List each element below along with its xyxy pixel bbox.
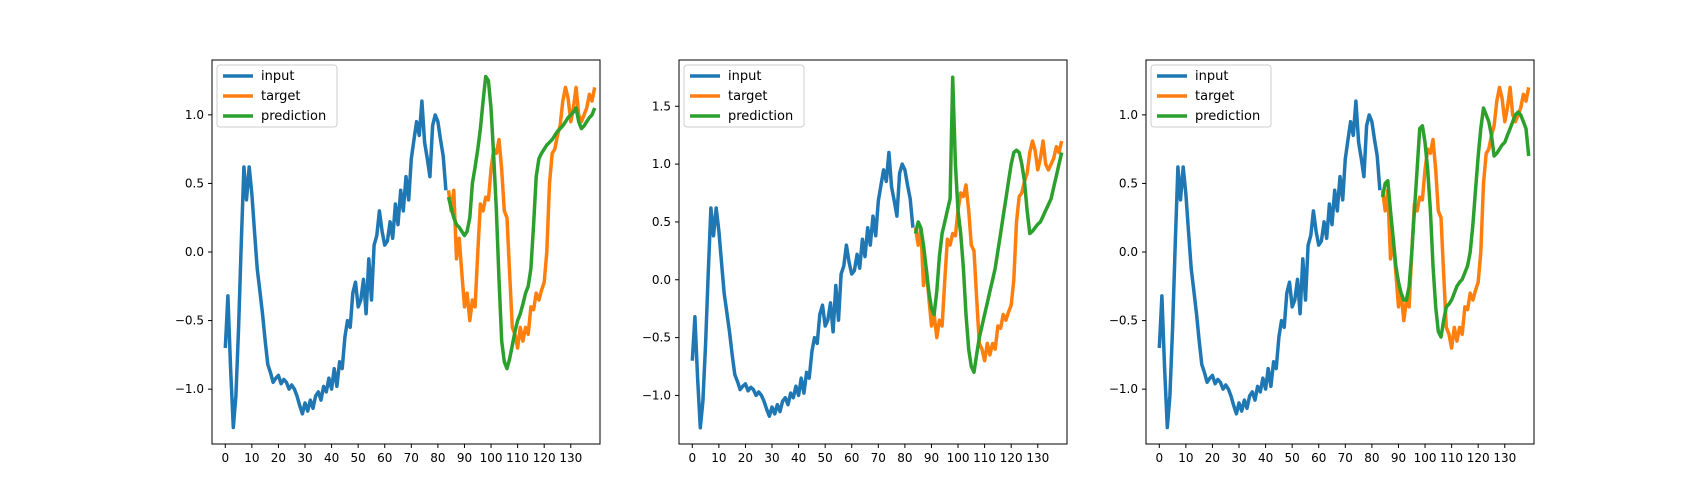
x-tick-label: 0 xyxy=(1155,451,1163,465)
legend-label-target: target xyxy=(728,89,768,104)
series-line-input xyxy=(223,99,448,430)
x-tick-label: 90 xyxy=(924,451,939,465)
x-axis: 0 10 20 30 40 50 60 70 80 90 100 110 120 130 xyxy=(221,444,582,465)
x-tick-label: 60 xyxy=(844,451,859,465)
x-tick-label: 110 xyxy=(506,451,529,465)
x-tick-label: 40 xyxy=(324,451,339,465)
legend-label-prediction: prediction xyxy=(1195,109,1260,124)
x-tick-label: 90 xyxy=(457,451,472,465)
series-line-input xyxy=(690,150,915,430)
y-tick-label: 0.5 xyxy=(185,176,204,190)
x-tick-label: 110 xyxy=(1440,451,1463,465)
x-tick-label: 50 xyxy=(818,451,833,465)
y-tick-label: −1.0 xyxy=(175,382,204,396)
y-axis: −1.0 −0.5 0.0 0.5 1.0 xyxy=(175,108,212,396)
x-tick-label: 130 xyxy=(559,451,582,465)
y-tick-label: 1.0 xyxy=(185,108,204,122)
x-tick-label: 10 xyxy=(711,451,726,465)
x-tick-label: 40 xyxy=(791,451,806,465)
x-tick-label: 20 xyxy=(271,451,286,465)
axes-frame xyxy=(678,59,1068,445)
plot-lines xyxy=(1157,85,1531,430)
x-tick-label: 70 xyxy=(871,451,886,465)
x-tick-label: 10 xyxy=(244,451,259,465)
x-tick-label: 30 xyxy=(764,451,779,465)
y-tick-label: 0.0 xyxy=(185,245,204,259)
x-axis: 0 10 20 30 40 50 60 70 80 90 100 110 120 130 xyxy=(688,444,1049,465)
legend-label-prediction: prediction xyxy=(261,109,326,124)
y-tick-label: −0.5 xyxy=(1109,314,1138,328)
legend-label-input: input xyxy=(728,69,761,84)
x-axis: 0 10 20 30 40 50 60 70 80 90 100 110 120 130 xyxy=(1155,444,1516,465)
y-tick-label: 1.5 xyxy=(652,99,671,113)
x-tick-label: 60 xyxy=(377,451,392,465)
x-tick-label: 80 xyxy=(430,451,445,465)
y-tick-label: −0.5 xyxy=(642,331,671,345)
y-tick-label: 0.5 xyxy=(652,215,671,229)
legend: input target prediction xyxy=(683,64,805,128)
legend-box xyxy=(683,64,805,128)
series-line-prediction xyxy=(913,75,1064,375)
y-tick-label: 0.0 xyxy=(1119,245,1138,259)
y-tick-label: −1.0 xyxy=(642,388,671,402)
plot-lines xyxy=(690,75,1064,430)
x-tick-label: 90 xyxy=(1391,451,1406,465)
x-tick-label: 70 xyxy=(404,451,419,465)
x-tick-label: 30 xyxy=(1231,451,1246,465)
y-tick-label: 1.0 xyxy=(652,157,671,171)
x-tick-label: 70 xyxy=(1338,451,1353,465)
x-tick-label: 80 xyxy=(897,451,912,465)
x-tick-label: 20 xyxy=(738,451,753,465)
y-tick-label: −1.0 xyxy=(1109,382,1138,396)
y-axis: −1.0 −0.5 0.0 0.5 1.0 xyxy=(1109,108,1146,396)
x-tick-label: 130 xyxy=(1026,451,1049,465)
subplot-3: 0 10 20 30 40 50 60 70 80 90 100 110 120 130 −1.0 −0.5… xyxy=(1109,59,1535,465)
x-tick-label: 50 xyxy=(351,451,366,465)
legend-label-target: target xyxy=(261,89,301,104)
y-tick-label: 0.0 xyxy=(652,273,671,287)
subplot-1: 0 10 20 30 40 50 60 70 80 90 100 110 120 130 −1.0 −0.5… xyxy=(175,59,601,465)
y-tick-label: −0.5 xyxy=(175,314,204,328)
x-tick-label: 120 xyxy=(1467,451,1490,465)
legend-box xyxy=(216,64,338,128)
legend-label-prediction: prediction xyxy=(728,109,793,124)
x-tick-label: 80 xyxy=(1364,451,1379,465)
y-tick-label: 0.5 xyxy=(1119,176,1138,190)
series-line-input xyxy=(1157,99,1382,430)
x-tick-label: 120 xyxy=(533,451,556,465)
x-tick-label: 120 xyxy=(1000,451,1023,465)
series-line-prediction xyxy=(446,74,597,371)
x-tick-label: 110 xyxy=(973,451,996,465)
x-tick-label: 20 xyxy=(1205,451,1220,465)
x-tick-label: 130 xyxy=(1493,451,1516,465)
legend-label-input: input xyxy=(1195,69,1228,84)
x-tick-label: 10 xyxy=(1178,451,1193,465)
legend-label-input: input xyxy=(261,69,294,84)
series-line-target xyxy=(913,139,1064,363)
series-line-prediction xyxy=(1380,106,1531,339)
x-tick-label: 40 xyxy=(1258,451,1273,465)
legend: input target prediction xyxy=(1150,64,1272,128)
y-tick-label: 1.0 xyxy=(1119,108,1138,122)
x-tick-label: 0 xyxy=(221,451,229,465)
x-tick-label: 30 xyxy=(297,451,312,465)
x-tick-label: 0 xyxy=(688,451,696,465)
y-axis: −1.0 −0.5 0.0 0.5 1.0 1.5 xyxy=(642,99,679,402)
legend-box xyxy=(1150,64,1272,128)
legend: input target prediction xyxy=(216,64,338,128)
x-tick-label: 60 xyxy=(1311,451,1326,465)
subplot-2: 0 10 20 30 40 50 60 70 80 90 100 110 120 130 −1.0 −0.5… xyxy=(642,59,1068,465)
x-tick-label: 50 xyxy=(1285,451,1300,465)
x-tick-label: 100 xyxy=(480,451,503,465)
plot-lines xyxy=(223,74,597,430)
x-tick-label: 100 xyxy=(947,451,970,465)
legend-label-target: target xyxy=(1195,89,1235,104)
x-tick-label: 100 xyxy=(1414,451,1437,465)
